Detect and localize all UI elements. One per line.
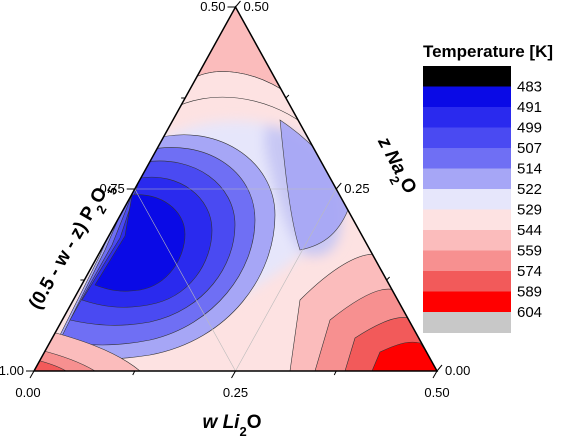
legend-level-label: 604 [517, 304, 542, 321]
legend-swatch [423, 209, 511, 231]
tick-label-group: 0.00 0.25 0.50 0.50 0.75 1.00 0.50 0.25 0.00 [0, 0, 470, 400]
legend-swatch [423, 271, 511, 292]
gridline-center-c [134, 188, 236, 371]
right-minor-tick [285, 94, 290, 99]
bottom-tick-label: 0.00 [15, 385, 40, 400]
legend: Temperature [K] 483 491 499 507 514 522 529 544… [423, 42, 553, 333]
bottom-minor-tick [132, 370, 136, 376]
legend-swatch [423, 66, 511, 87]
bottom-minor-tick [333, 370, 337, 376]
legend-swatch [423, 291, 511, 313]
legend-title: Temperature [K] [423, 42, 553, 61]
legend-swatch [423, 312, 511, 333]
right-tick-label: 0.00 [445, 363, 470, 378]
legend-swatch [423, 148, 511, 169]
legend-swatch [423, 250, 511, 272]
legend-swatches [423, 66, 511, 333]
legend-level-label: 483 [517, 79, 542, 96]
right-tick [335, 182, 342, 190]
legend-level-label: 507 [517, 140, 542, 157]
legend-swatch [423, 127, 511, 149]
bottom-tick [432, 370, 438, 379]
right-axis-title: z Na2O [368, 133, 421, 200]
bottom-tick [29, 370, 35, 379]
tick-group [26, 0, 443, 379]
legend-level-label: 559 [517, 243, 542, 260]
right-tick-label: 0.50 [244, 0, 269, 14]
legend-level-label: 544 [517, 222, 542, 239]
bottom-tick-label: 0.25 [223, 385, 248, 400]
legend-swatch [423, 189, 511, 210]
legend-level-label: 522 [517, 181, 542, 198]
right-tick [235, 0, 241, 8]
legend-level-label: 574 [517, 263, 542, 280]
legend-level-label: 514 [517, 161, 542, 178]
bottom-tick [231, 370, 236, 379]
left-tick-label: 1.00 [0, 363, 24, 378]
legend-labels: 483 491 499 507 514 522 529 544 559 574 589 604 [517, 79, 542, 322]
legend-level-label: 499 [517, 120, 542, 137]
right-tick-label: 0.25 [344, 181, 369, 196]
left-tick-label: 0.50 [200, 0, 225, 14]
right-tick [436, 364, 443, 372]
bottom-tick-label: 0.50 [424, 385, 449, 400]
gridline-center-b [235, 188, 337, 371]
legend-swatch [423, 230, 511, 251]
bottom-axis-title: w Li2O [203, 412, 262, 439]
right-minor-tick [386, 276, 390, 281]
legend-level-label: 589 [517, 284, 542, 301]
left-tick-label: 0.75 [99, 181, 124, 196]
contour-level-483 [94, 194, 186, 292]
legend-level-label: 529 [517, 202, 542, 219]
legend-swatch [423, 86, 511, 108]
legend-swatch [423, 168, 511, 190]
legend-swatch [423, 107, 511, 128]
legend-level-label: 491 [517, 99, 542, 116]
